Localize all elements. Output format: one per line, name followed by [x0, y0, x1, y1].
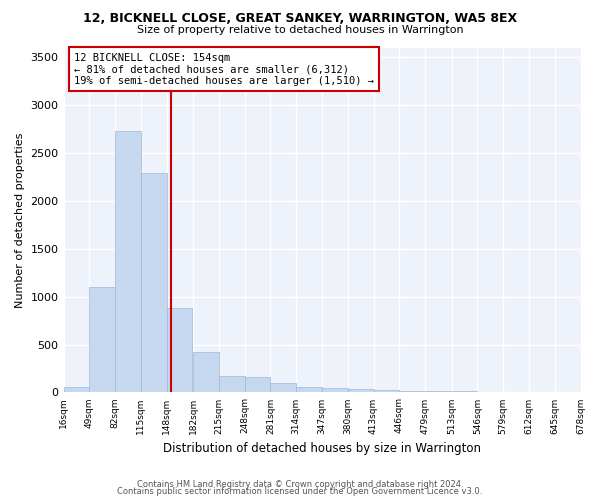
Bar [425, 391, 451, 392]
Bar [64, 387, 89, 392]
Text: 12, BICKNELL CLOSE, GREAT SANKEY, WARRINGTON, WA5 8EX: 12, BICKNELL CLOSE, GREAT SANKEY, WARRIN… [83, 12, 517, 26]
Text: Size of property relative to detached houses in Warrington: Size of property relative to detached ho… [137, 25, 463, 35]
Bar [115, 131, 141, 392]
Text: 12 BICKNELL CLOSE: 154sqm
← 81% of detached houses are smaller (6,312)
19% of se: 12 BICKNELL CLOSE: 154sqm ← 81% of detac… [74, 52, 374, 86]
Bar [141, 173, 167, 392]
Bar [322, 388, 348, 392]
Y-axis label: Number of detached properties: Number of detached properties [15, 132, 25, 308]
Bar [193, 352, 219, 393]
Bar [245, 377, 271, 392]
Text: Contains public sector information licensed under the Open Government Licence v3: Contains public sector information licen… [118, 488, 482, 496]
X-axis label: Distribution of detached houses by size in Warrington: Distribution of detached houses by size … [163, 442, 481, 455]
Bar [89, 287, 115, 393]
Bar [374, 390, 400, 392]
Bar [167, 308, 193, 392]
Bar [400, 390, 425, 392]
Bar [271, 384, 296, 392]
Text: Contains HM Land Registry data © Crown copyright and database right 2024.: Contains HM Land Registry data © Crown c… [137, 480, 463, 489]
Bar [348, 389, 374, 392]
Bar [296, 386, 322, 392]
Bar [219, 376, 245, 392]
